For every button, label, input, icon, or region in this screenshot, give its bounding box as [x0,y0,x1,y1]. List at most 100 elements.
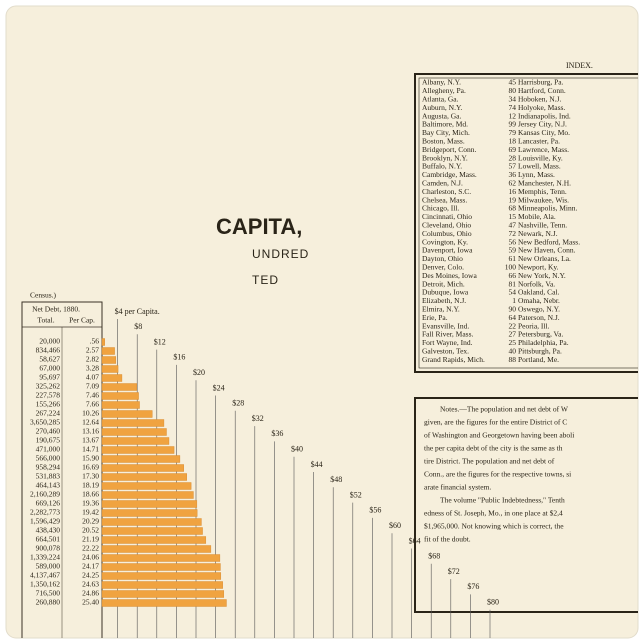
index-number: 62 [509,179,517,188]
index-city: Bay City, Mich. [422,128,470,137]
per-capita: 12.64 [82,418,99,427]
index-city: New Orleans, La. [518,254,571,263]
index-city: Augusta, Ga. [422,111,461,120]
chart-area: CAPITA, UNDRED TED Census.) Net Debt, 18… [21,61,638,638]
per-capita: 3.28 [86,364,99,373]
total: 3,650,285 [30,418,60,427]
index-city: Baltimore, Md. [422,120,468,129]
table-header: Net Debt, 1880. [32,305,80,314]
index-number: 18 [509,137,517,146]
index-number: 12 [509,111,517,120]
index-city: Peoria, Ill. [518,321,550,330]
index-city: Fall River, Mass. [422,330,473,339]
index-city: Hoboken, N.J. [518,95,561,104]
index-number: 34 [509,95,517,104]
bar [101,509,198,517]
bar [101,419,165,427]
bar [101,581,223,589]
total: 900,078 [36,544,61,553]
per-capita: 13.16 [82,427,99,436]
total: 2,160,289 [30,490,60,499]
tick-label: $12 [154,337,166,346]
tick-label: $72 [448,567,460,576]
index-number: 16 [509,187,517,196]
bar [101,554,221,562]
index-city: Erie, Pa. [422,313,448,322]
index-city: Milwaukee, Wis. [518,195,569,204]
tick-label: $28 [232,399,244,408]
index-city: Covington, Ky. [422,237,468,246]
bar [101,527,203,535]
index-city: Philadelphia, Pa. [518,338,569,347]
index-city: Cambridge, Mass. [422,170,477,179]
per-capita: 16.69 [82,463,99,472]
index-title: INDEX. [566,61,593,70]
per-capita: 20.29 [82,517,99,526]
index-number: 27 [509,330,517,339]
index-city: New Haven, Conn. [518,246,576,255]
per-capita: 21.19 [82,535,99,544]
bar [101,491,194,499]
index-number: 57 [509,162,517,171]
bar [101,392,139,400]
tick-label: $36 [271,429,283,438]
index-number: 1 [512,296,516,305]
index-city: Omaha, Nebr. [518,296,560,305]
index-city: Memphis, Tenn. [518,187,567,196]
bar [101,563,221,571]
tick-label: $68 [428,552,440,561]
census-note: Census.) [30,291,57,300]
index-city: Elmira, N.Y. [422,305,460,314]
index-city: Minneapolis, Minn. [518,204,577,213]
index-number: 74 [509,103,517,112]
index-city: Oakland, Cal. [518,288,560,297]
index-city: Lawrence, Mass. [518,145,569,154]
subtitle: UNDRED [252,247,309,261]
index-number: 25 [509,338,517,347]
index-city: Petersburg, Va. [518,330,563,339]
total: 1,596,429 [30,517,60,526]
index-city: Allegheny, Pa. [422,86,466,95]
index-number: 88 [509,355,517,364]
notes-frame [414,397,638,613]
index-number: 99 [509,120,517,129]
index-city: Grand Rapids, Mich. [422,355,485,364]
index-city: Elizabeth, N.J. [422,296,466,305]
bar [101,383,137,391]
per-capita: 2.57 [86,346,99,355]
note-line: the per capita debt of the city is the s… [424,444,563,453]
index-city: Lynn, Mass. [518,170,555,179]
index-city: Evansville, Ind. [422,321,469,330]
note-line: Notes.—The population and net debt of W [440,405,569,414]
column-header: Per Cap. [69,316,95,325]
per-capita: 25.40 [82,598,99,607]
index-city: Newport, Ky. [518,263,559,272]
bar [101,464,184,472]
index-city: Des Moines, Iowa [422,271,477,280]
bar [101,401,140,409]
per-capita: 7.09 [86,382,99,391]
index-number: 64 [509,313,517,322]
index-city: Brooklyn, N.Y. [422,153,468,162]
index-city: Fort Wayne, Ind. [422,338,473,347]
bar [101,365,119,373]
per-capita: 7.46 [86,391,99,400]
total: 4,137,467 [30,571,60,580]
per-capita: 14.71 [82,445,99,454]
index-city: Galveston, Tex. [422,347,469,356]
index-city: Chelsea, Mass. [422,195,467,204]
tick-label: $32 [252,414,264,423]
bar [101,473,187,481]
total: 267,224 [36,409,61,418]
total: 1,339,224 [30,553,60,562]
note-line: arate financial system. [424,483,491,492]
per-capita: 24.63 [82,580,99,589]
tick-label: $76 [467,582,479,591]
per-capita: 19.42 [82,508,99,517]
per-capita: 20.52 [82,526,99,535]
per-capita: 24.06 [82,553,99,562]
index-city: Louisville, Ky. [518,153,563,162]
tick-label: $40 [291,445,303,454]
tick-label: $8 [134,322,142,331]
index-city: Detroit, Mich. [422,279,465,288]
